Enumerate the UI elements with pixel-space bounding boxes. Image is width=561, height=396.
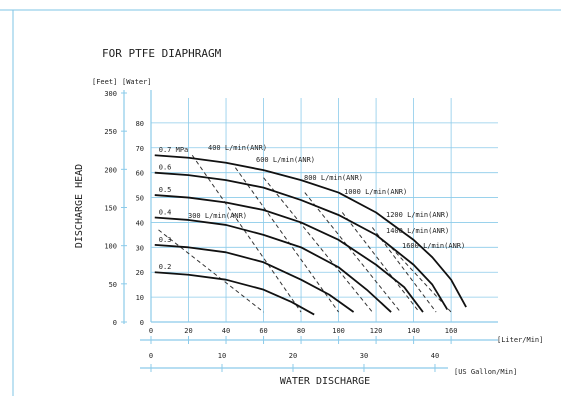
y-tick-label: 20 [136, 269, 144, 277]
grid [151, 98, 498, 322]
air-line-label: 1400 L/min(ANR) [386, 227, 449, 235]
pressure-label: 0.5 [159, 186, 172, 194]
pressure-curve [154, 271, 315, 316]
air-line-label: 1000 L/min(ANR) [344, 188, 407, 196]
y-tick-label: 10 [136, 294, 144, 302]
gallon-tick-label: 40 [431, 352, 439, 360]
air-line-label: 300 L/min(ANR) [188, 212, 247, 220]
air-line-label: 400 L/min(ANR) [208, 144, 267, 152]
feet-tick-label: 300 [104, 90, 117, 98]
air-line-label: 600 L/min(ANR) [256, 156, 315, 164]
x-unit-gallon: [US Gallon/Min] [454, 368, 517, 376]
y-tick-label: 60 [136, 170, 144, 178]
y-tick-label: 40 [136, 219, 144, 227]
air-consumption-lines [158, 154, 452, 313]
pressure-curves [154, 154, 467, 316]
x-unit-liter: [Liter/Min] [497, 336, 543, 344]
air-line [191, 154, 302, 313]
air-line [234, 167, 339, 313]
x-tick-label: 80 [297, 327, 305, 335]
pressure-label: 0.3 [159, 236, 172, 244]
x-tick-label: 100 [332, 327, 345, 335]
gallon-tick-label: 0 [149, 352, 153, 360]
pressure-curve [154, 154, 467, 308]
x-tick-label: 160 [445, 327, 458, 335]
gallon-tick-label: 30 [360, 352, 368, 360]
y-tick-label: 50 [136, 195, 144, 203]
air-line [158, 229, 264, 313]
pressure-curve [154, 243, 355, 313]
air-line [390, 246, 452, 313]
pressure-curve [154, 194, 424, 313]
y-tick-label: 0 [140, 319, 144, 327]
feet-tick-label: 200 [104, 166, 117, 174]
y-unit-feet: [Feet] [92, 78, 117, 86]
x-tick-label: 40 [222, 327, 230, 335]
air-line-label: 800 L/min(ANR) [304, 174, 363, 182]
y-tick-label: 70 [136, 145, 144, 153]
pressure-label: 0.7 MPa [159, 146, 189, 154]
air-line [263, 177, 373, 313]
y-tick-label: 80 [136, 120, 144, 128]
x-tick-label: 0 [149, 327, 153, 335]
gallon-tick-label: 20 [289, 352, 297, 360]
pressure-curve [154, 171, 449, 311]
feet-tick-label: 100 [104, 243, 117, 251]
curve-labels: 0.7 MPa 0.6 0.5 0.4 0.3 0.2 300 L/min(ANR) 400 … [159, 144, 465, 271]
gallon-tick-label: 10 [218, 352, 226, 360]
air-line-label: 1600 L/min(ANR) [402, 242, 465, 250]
feet-tick-label: 250 [104, 128, 117, 136]
x-tick-label: 120 [370, 327, 383, 335]
y-tick-label: 30 [136, 244, 144, 252]
air-line [371, 227, 437, 313]
feet-tick-label: 0 [113, 319, 117, 327]
chart-title: FOR PTFE DIAPHRAGM [102, 47, 222, 60]
pressure-label: 0.6 [159, 164, 172, 172]
x-tick-label: 20 [184, 327, 192, 335]
pressure-label: 0.2 [159, 263, 172, 271]
y-unit-water: [Water] [122, 78, 152, 86]
feet-tick-label: 50 [109, 281, 117, 289]
pressure-label: 0.4 [159, 208, 172, 216]
x-tick-label: 60 [259, 327, 267, 335]
air-line [304, 192, 401, 313]
pressure-curve [154, 216, 392, 313]
air-line-label: 1200 L/min(ANR) [386, 211, 449, 219]
y-axis-label: DISCHARGE HEAD [74, 164, 85, 248]
x-axis-label: WATER DISCHARGE [280, 376, 370, 387]
feet-tick-label: 150 [104, 205, 117, 213]
x-tick-label: 140 [407, 327, 420, 335]
